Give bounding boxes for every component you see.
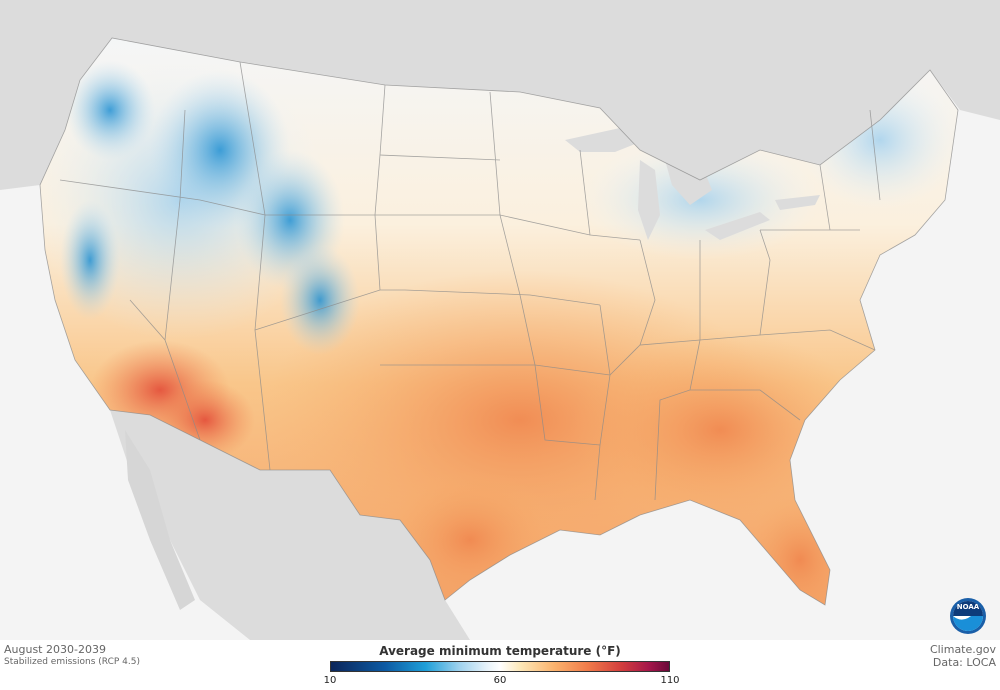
- lake-superior: [565, 128, 650, 152]
- mexico-landmass: [110, 410, 470, 640]
- credit-site: Climate.gov: [929, 643, 996, 656]
- period-label: August 2030-2039: [4, 643, 106, 656]
- state-borders: [39, 37, 959, 606]
- map-canvas: NOAA: [0, 0, 1000, 640]
- canada-landmass: [0, 0, 1000, 190]
- lake-ontario: [775, 195, 820, 210]
- noaa-logo-text: NOAA: [956, 603, 980, 611]
- lake-michigan: [638, 160, 660, 240]
- baja-landmass: [125, 430, 195, 610]
- scenario-label: Stabilized emissions (RCP 4.5): [4, 657, 140, 667]
- lake-erie: [705, 212, 770, 240]
- legend-tick-min: 10: [323, 675, 337, 686]
- legend-tick-max: 110: [660, 675, 680, 686]
- legend-title: Average minimum temperature (°F): [379, 644, 621, 658]
- legend-color-bar: [330, 661, 670, 672]
- credit-data: Data: LOCA: [932, 656, 996, 669]
- legend-tick-mid: 60: [493, 675, 507, 686]
- noaa-logo: [950, 598, 986, 634]
- lake-huron: [665, 160, 712, 205]
- temperature-map: [0, 0, 1000, 640]
